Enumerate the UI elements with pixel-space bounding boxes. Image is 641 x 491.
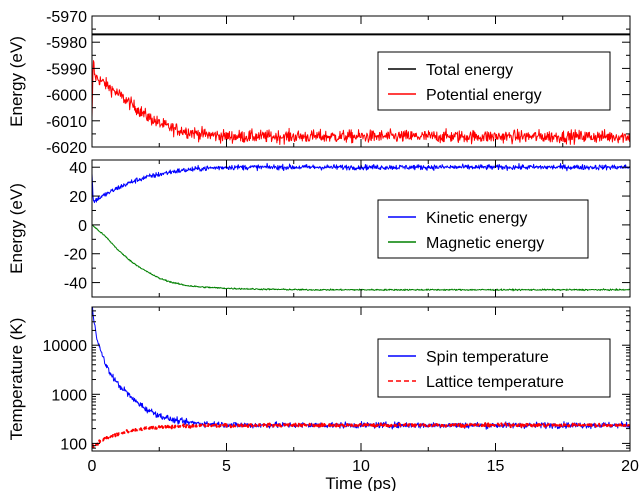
x-tick-label: 15: [487, 458, 505, 475]
y-tick-label: -5980: [46, 35, 87, 52]
legend-box: [377, 199, 589, 259]
y-tick-label: -6000: [46, 88, 87, 105]
legend-label: Total energy: [426, 62, 513, 79]
y-axis-label: Energy (eV): [7, 36, 26, 127]
y-tick-label: 1000: [51, 387, 87, 404]
legend-label: Magnetic energy: [426, 235, 544, 252]
y-tick-label: 40: [69, 160, 87, 177]
y-axis-label: Temperature (K): [7, 318, 26, 441]
panel-energy-kinetic-magnetic: -40 -20 0 20 40 Energy (eV) Kinetic energy Magn…: [7, 159, 631, 298]
panel-temperature: 100 1000 10000 0 5 10 15 20 Time (ps) Temperature…: [7, 306, 639, 491]
y-tick-label: 0: [78, 218, 87, 235]
legend-label: Kinetic energy: [426, 210, 527, 227]
panel-energy-total-potential: -6020 -6010 -6000 -5990 -5980 -5970 Energy (eV…: [7, 9, 631, 157]
legend: Kinetic energy Magnetic energy: [377, 199, 589, 259]
legend: Spin temperature Lattice temperature: [377, 338, 611, 398]
y-tick-label: -5990: [46, 61, 87, 78]
y-tick-label: -6020: [46, 140, 87, 157]
legend-box: [377, 51, 611, 111]
y-tick-label: 10000: [43, 338, 88, 355]
y-tick-label: 20: [69, 189, 87, 206]
y-tick-label: -5970: [46, 9, 87, 26]
x-tick-label: 20: [621, 458, 639, 475]
x-tick-label: 10: [352, 458, 370, 475]
series-line-potential-energy: [92, 60, 630, 145]
y-tick-label: 100: [60, 436, 87, 453]
y-tick-label: -6010: [46, 114, 87, 131]
series-line-kinetic-energy: [92, 162, 630, 204]
legend-label: Spin temperature: [426, 349, 549, 366]
legend: Total energy Potential energy: [377, 51, 611, 111]
x-tick-label: 5: [222, 458, 231, 475]
series-line-lattice-temperature: [92, 422, 630, 449]
legend-box: [377, 338, 611, 398]
x-axis-label: Time (ps): [325, 474, 396, 491]
y-tick-label: -20: [64, 247, 87, 264]
x-tick-label: 0: [88, 458, 97, 475]
y-axis-label: Energy (eV): [7, 183, 26, 274]
y-tick-label: -40: [64, 276, 87, 293]
legend-label: Lattice temperature: [426, 374, 564, 391]
legend-label: Potential energy: [426, 87, 542, 104]
